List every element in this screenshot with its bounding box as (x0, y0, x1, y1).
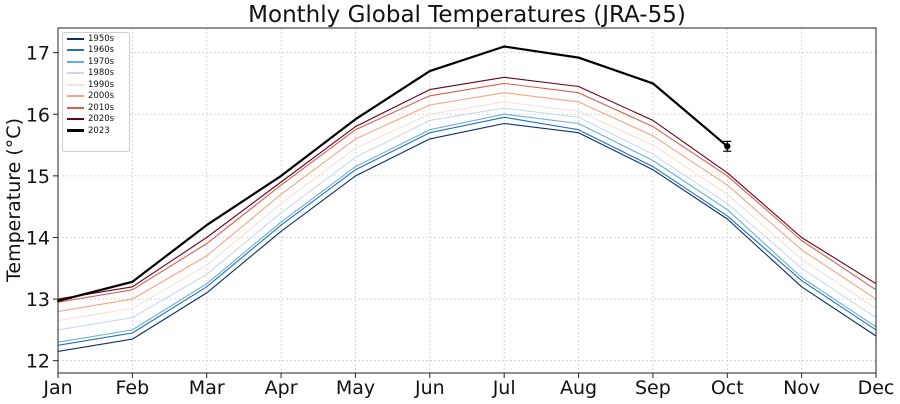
series-line-1970s (57, 113, 877, 343)
legend-label: 1970s (88, 56, 115, 67)
legend-label: 2000s (88, 91, 115, 102)
x-tick-label: Nov (783, 377, 820, 399)
series-line-1960s (57, 116, 877, 346)
legend-swatch (67, 60, 84, 63)
legend-item: 1970s (67, 56, 129, 68)
y-tick-label: 16 (26, 104, 50, 126)
legend-swatch (67, 118, 84, 121)
x-tick-label: Feb (116, 377, 150, 399)
x-tick-label: Jan (42, 377, 72, 399)
legend-swatch (67, 49, 84, 52)
series-line-1950s (57, 122, 877, 352)
y-tick-label: 15 (26, 166, 50, 188)
y-axis-label: Temperature (°C) (3, 118, 25, 282)
x-tick-label: Mar (189, 377, 225, 399)
legend-item: 2000s (67, 91, 129, 103)
legend-label: 1950s (88, 33, 115, 44)
legend-item: 2020s (67, 114, 129, 126)
series-line-2020s (57, 76, 877, 300)
legend: 1950s 1960s 1970s 1980s 1990s 2000s 2010s 2020s… (62, 32, 130, 152)
legend-item: 1990s (67, 79, 129, 91)
plot-frame (57, 27, 877, 374)
x-tick-label: Sep (635, 377, 671, 399)
axes: Jan Feb Mar Apr May Jun Jul Aug Sep Oct Nov Dec 12 13… (26, 27, 895, 399)
legend-label: 2020s (88, 114, 115, 125)
legend-label: 2023 (88, 125, 110, 136)
legend-label: 1980s (88, 68, 115, 79)
legend-swatch (67, 106, 84, 109)
x-tick-label: Apr (265, 377, 298, 399)
legend-item: 1980s (67, 68, 129, 80)
x-tick-label: May (336, 377, 375, 399)
chart-title: Monthly Global Temperatures (JRA-55) (248, 2, 686, 28)
series-line-1980s (57, 107, 877, 331)
series-line-2010s (57, 82, 877, 303)
legend-item: 2023 (67, 125, 129, 137)
x-tick-label: Dec (858, 377, 895, 399)
legend-label: 1990s (88, 79, 115, 90)
legend-swatch (67, 95, 84, 98)
y-tick-label: 14 (26, 227, 50, 249)
x-tick-label: Aug (560, 377, 597, 399)
series-lines (56, 45, 877, 352)
y-tick-label: 17 (26, 43, 50, 65)
legend-item: 2010s (67, 102, 129, 114)
y-tick-label: 12 (26, 351, 50, 373)
x-tick-label: Oct (711, 377, 744, 399)
x-tick-label: Jun (414, 377, 445, 399)
legend-label: 2010s (88, 102, 115, 113)
legend-item: 1950s (67, 33, 129, 45)
legend-item: 1960s (67, 45, 129, 57)
legend-swatch (67, 37, 84, 40)
legend-label: 1960s (88, 45, 115, 56)
legend-swatch (67, 129, 84, 133)
legend-swatch (67, 72, 84, 75)
series-line-2000s (57, 92, 877, 312)
x-tick-label: Jul (492, 377, 516, 399)
series-line-2023 (56, 45, 729, 302)
series-line-1990s (57, 101, 877, 322)
gridlines (57, 28, 877, 373)
y-tick-label: 13 (26, 289, 50, 311)
error-bar-marker (724, 143, 731, 150)
legend-swatch (67, 83, 84, 86)
